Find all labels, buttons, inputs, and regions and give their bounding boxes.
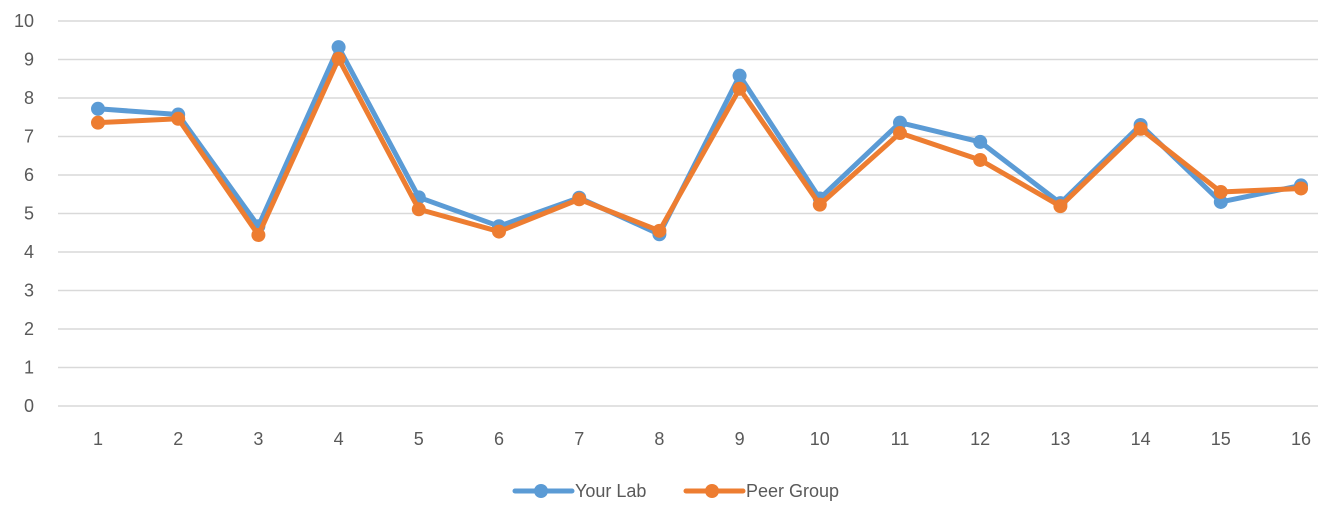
- data-point: [812, 197, 827, 212]
- x-tick-label: 4: [334, 429, 344, 449]
- data-point: [492, 224, 506, 239]
- series-line: [95, 44, 1304, 237]
- data-point: [652, 223, 667, 238]
- x-tick-label: 1: [93, 429, 103, 449]
- y-tick-label: 9: [24, 50, 34, 70]
- data-point: [572, 192, 587, 207]
- x-tick-label: 13: [1050, 429, 1070, 449]
- data-point: [1294, 181, 1308, 196]
- legend-label: Your Lab: [575, 481, 646, 501]
- x-tick-label: 15: [1211, 429, 1231, 449]
- x-tick-label: 9: [735, 429, 745, 449]
- data-point: [732, 68, 747, 83]
- y-tick-label: 5: [24, 204, 34, 224]
- legend-swatch-marker: [534, 484, 548, 498]
- y-tick-label: 0: [24, 396, 34, 416]
- data-point: [1213, 194, 1228, 209]
- data-point: [171, 111, 186, 126]
- legend-item-your-lab: Your Lab: [512, 481, 646, 501]
- y-tick-label: 7: [24, 127, 34, 147]
- data-point: [331, 40, 346, 55]
- x-tick-label: 14: [1131, 429, 1151, 449]
- data-point: [91, 115, 105, 130]
- y-tick-label: 8: [24, 88, 34, 108]
- x-tick-label: 10: [810, 429, 830, 449]
- data-point: [732, 81, 747, 96]
- data-point: [411, 202, 426, 217]
- y-tick-label: 6: [24, 165, 34, 185]
- data-point: [251, 228, 266, 243]
- data-point: [1133, 121, 1148, 136]
- data-point: [91, 101, 105, 116]
- x-tick-label: 5: [414, 429, 424, 449]
- legend-swatch-marker: [705, 484, 719, 498]
- legend-item-peer-group: Peer Group: [683, 481, 839, 501]
- series-peer-group: [91, 51, 1308, 243]
- x-tick-label: 3: [253, 429, 263, 449]
- data-point: [973, 134, 988, 149]
- x-tick-label: 11: [891, 429, 910, 449]
- x-tick-label: 12: [970, 429, 990, 449]
- series-line: [95, 56, 1304, 238]
- y-tick-label: 2: [24, 319, 34, 339]
- y-tick-label: 1: [24, 358, 34, 378]
- data-point: [973, 152, 988, 167]
- data-point: [893, 115, 907, 130]
- series-group: [91, 40, 1308, 243]
- x-tick-label: 16: [1291, 429, 1311, 449]
- legend: Your Lab Peer Group: [512, 481, 839, 501]
- y-tick-label: 3: [24, 281, 34, 301]
- x-tick-label: 7: [574, 429, 584, 449]
- data-point: [893, 126, 907, 141]
- x-tick-label: 8: [654, 429, 664, 449]
- data-point: [1213, 184, 1228, 199]
- data-point: [1053, 199, 1068, 214]
- x-tick-label: 6: [494, 429, 504, 449]
- data-point: [331, 51, 346, 66]
- x-tick-label: 2: [173, 429, 183, 449]
- x-axis: 1 2 3 4 5 6 7 8 9 10 11 12 13 14 15 16: [93, 429, 1311, 449]
- y-tick-label: 4: [24, 242, 34, 262]
- y-axis: 0 1 2 3 4 5 6 7 8 9 10: [14, 11, 34, 416]
- y-tick-label: 10: [14, 11, 34, 31]
- legend-label: Peer Group: [746, 481, 839, 501]
